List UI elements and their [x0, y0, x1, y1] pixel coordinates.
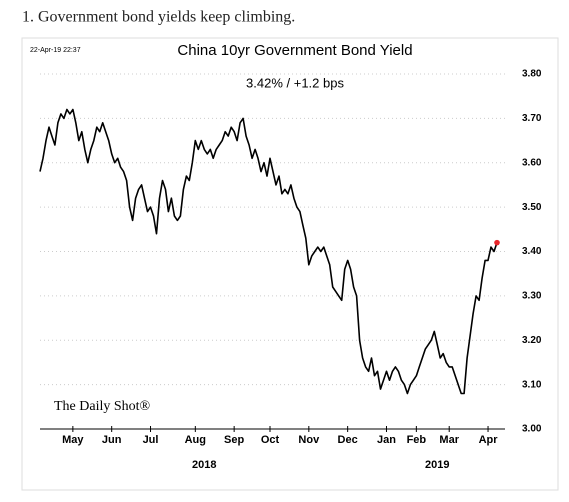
chart-frame [21, 37, 559, 491]
x-tick-label: May [62, 434, 84, 446]
last-point [494, 239, 500, 246]
year-label: 2019 [425, 459, 449, 471]
year-label: 2018 [192, 459, 216, 471]
y-tick-label: 3.80 [522, 69, 542, 80]
x-tick-label: Feb [407, 434, 427, 446]
y-tick-label: 3.20 [522, 335, 542, 346]
watermark: The Daily Shot® [54, 399, 151, 414]
y-tick-label: 3.00 [522, 424, 542, 435]
series-line [39, 108, 498, 395]
y-tick-label: 3.50 [522, 202, 542, 213]
y-tick-label: 3.70 [522, 113, 542, 124]
x-tick-label: Dec [338, 434, 358, 446]
caption: 1. Government bond yields keep climbing. [22, 9, 295, 26]
x-tick-label: Sep [224, 434, 244, 446]
y-tick-label: 3.40 [522, 246, 542, 257]
y-tick-label: 3.30 [522, 291, 542, 302]
x-tick-label: Aug [185, 434, 206, 446]
y-tick-label: 3.60 [522, 157, 542, 168]
x-tick-label: Oct [261, 434, 280, 446]
x-tick-label: Jul [143, 434, 159, 446]
x-tick-label: Jun [102, 434, 122, 446]
chart-title: China 10yr Government Bond Yield [177, 42, 412, 59]
timestamp: 22-Apr-19 22:37 [30, 47, 81, 54]
x-tick-label: Mar [439, 434, 459, 446]
x-tick-label: Nov [298, 434, 320, 446]
chart-subtitle: 3.42% / +1.2 bps [246, 75, 344, 90]
y-tick-label: 3.10 [522, 379, 542, 390]
x-tick-label: Jan [377, 434, 396, 446]
x-tick-label: Apr [479, 434, 499, 446]
